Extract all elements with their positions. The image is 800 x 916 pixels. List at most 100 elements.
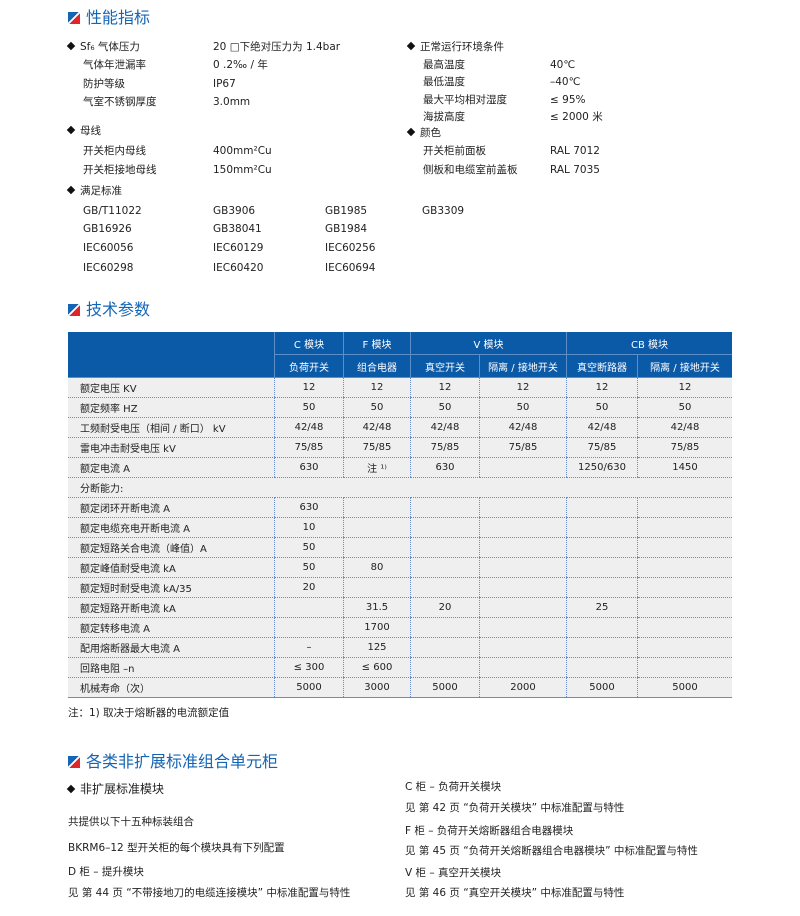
standard-code-text: GB3309 bbox=[422, 205, 465, 217]
spec-value-text: 40℃ bbox=[550, 59, 576, 71]
bullet-diamond-icon bbox=[66, 41, 76, 51]
spec-value-text: 20 □下绝对压力为 1.4bar bbox=[213, 41, 341, 53]
table-note: 注：1) 取决于熔断器的电流额定值 bbox=[68, 707, 230, 719]
table-cell: 75/85 bbox=[410, 437, 480, 458]
spec-label-text: 侧板和电缆室前盖板 bbox=[423, 164, 518, 176]
table-cell bbox=[637, 637, 732, 658]
standard-code-text: GB1985 bbox=[325, 205, 368, 217]
table-cell bbox=[410, 577, 480, 598]
table-row: 额定闭环开断电流 A 630 bbox=[68, 497, 732, 518]
table-row: 机械寿命（次） 5000 3000 5000 2000 5000 5000 bbox=[68, 677, 732, 698]
table-cell: 31.5 bbox=[343, 597, 411, 618]
bullet-diamond-icon bbox=[66, 784, 76, 794]
table-cell bbox=[566, 517, 638, 538]
table-cell: 50 bbox=[274, 557, 344, 578]
table-row: 回路电阻 –n ≤ 300 ≤ 600 bbox=[68, 657, 732, 678]
table-cell bbox=[566, 537, 638, 558]
spec-label-text: 气室不锈钢厚度 bbox=[83, 96, 157, 108]
spec-heading-text: 正常运行环境条件 bbox=[420, 41, 504, 53]
standard-code: IEC60694 bbox=[325, 261, 375, 275]
table-cell: 50 bbox=[479, 397, 567, 418]
units-line: 见 第 45 页 “负荷开关熔断器组合电器模块” 中标准配置与特性 bbox=[405, 844, 698, 858]
table-cell: 630 bbox=[274, 457, 344, 478]
table-cell bbox=[479, 537, 567, 558]
table-corner bbox=[68, 332, 275, 378]
spec-value: IP67 bbox=[213, 77, 236, 91]
units-line: D 柜 – 提升模块 bbox=[68, 865, 144, 879]
spec-heading: 颜色 bbox=[406, 126, 441, 140]
units-line-text: BKRM6–12 型开关柜的每个模块具有下列配置 bbox=[68, 842, 285, 854]
table-cell bbox=[343, 537, 411, 558]
table-row: 额定转移电流 A 1700 bbox=[68, 617, 732, 638]
standard-code-text: IEC60420 bbox=[213, 262, 264, 274]
table-cell: 42/48 bbox=[479, 417, 567, 438]
table-cell: 20 bbox=[274, 577, 344, 598]
table-cell: 75/85 bbox=[566, 437, 638, 458]
section-flag-icon bbox=[68, 12, 80, 24]
table-cell bbox=[637, 597, 732, 618]
spec-value: RAL 7012 bbox=[550, 144, 600, 158]
group-header: C 模块 bbox=[274, 332, 344, 355]
standard-code-text: IEC60298 bbox=[83, 262, 134, 274]
spec-label-text: 气体年泄漏率 bbox=[83, 59, 146, 71]
units-line-text: 见 第 44 页 “不带接地刀的电缆连接模块” 中标准配置与特性 bbox=[68, 887, 351, 899]
table-cell: ≤ 300 bbox=[274, 657, 344, 678]
table-cell: 42/48 bbox=[637, 417, 732, 438]
units-subhead: 非扩展标准模块 bbox=[66, 782, 164, 796]
table-cell bbox=[410, 517, 480, 538]
spec-label-text: 开关柜前面板 bbox=[423, 145, 486, 157]
table-row: 额定电缆充电开断电流 A 10 bbox=[68, 517, 732, 538]
table-cell bbox=[479, 617, 567, 638]
table-cell: 1700 bbox=[343, 617, 411, 638]
table-row: 额定电流 A 630 注 ¹⁾ 630 1250/630 1450 bbox=[68, 457, 732, 478]
section-title-units: 各类非扩展标准组合单元柜 bbox=[68, 752, 278, 772]
standard-code: GB1985 bbox=[325, 204, 367, 218]
table-cell bbox=[566, 617, 638, 638]
table-cell bbox=[479, 597, 567, 618]
section-title-text: 技术参数 bbox=[86, 300, 151, 319]
spec-value: ≤ 95% bbox=[550, 93, 585, 107]
spec-value: RAL 7035 bbox=[550, 163, 600, 177]
table-cell: 50 bbox=[566, 397, 638, 418]
table-cell bbox=[343, 577, 411, 598]
section-title-text: 各类非扩展标准组合单元柜 bbox=[86, 752, 279, 771]
table-cell: 125 bbox=[343, 637, 411, 658]
spec-heading-text: 母线 bbox=[80, 125, 101, 137]
table-cell: 42/48 bbox=[274, 417, 344, 438]
standard-code: GB1984 bbox=[325, 222, 367, 236]
spec-label-text: 开关柜接地母线 bbox=[83, 164, 157, 176]
standard-code-text: IEC60256 bbox=[325, 242, 376, 254]
units-line: 见 第 46 页 “真空开关模块” 中标准配置与特性 bbox=[405, 886, 624, 900]
table-cell: 12 bbox=[274, 377, 344, 398]
table-cell: 50 bbox=[343, 397, 411, 418]
spec-label-text: 海拔高度 bbox=[423, 111, 465, 123]
units-line: F 柜 – 负荷开关熔断器组合电器模块 bbox=[405, 824, 573, 838]
row-label: 额定电压 KV bbox=[68, 377, 275, 398]
row-label: 配用熔断器最大电流 A bbox=[68, 637, 275, 658]
standard-code-text: GB16926 bbox=[83, 223, 132, 235]
table-cell bbox=[637, 537, 732, 558]
table-cell: 12 bbox=[637, 377, 732, 398]
spec-value: ≤ 2000 米 bbox=[550, 110, 603, 124]
units-line-text: 见 第 45 页 “负荷开关熔断器组合电器模块” 中标准配置与特性 bbox=[405, 845, 698, 857]
sub-header: 隔离 / 接地开关 bbox=[479, 354, 567, 378]
table-cell: 12 bbox=[410, 377, 480, 398]
sub-header: 隔离 / 接地开关 bbox=[637, 354, 732, 378]
table-cell: 1450 bbox=[637, 457, 732, 478]
units-line: 共提供以下十五种标装组合 bbox=[68, 815, 194, 829]
units-line-text: 共提供以下十五种标装组合 bbox=[68, 816, 194, 828]
section-flag-icon bbox=[68, 756, 80, 768]
tech-params-table: C 模块 F 模块 V 模块 CB 模块 负荷开关 组合电器 真空开关 隔离 /… bbox=[68, 332, 732, 698]
table-cell bbox=[479, 557, 567, 578]
section-title-performance: 性能指标 bbox=[68, 8, 150, 28]
table-cell bbox=[343, 517, 411, 538]
table-cell bbox=[410, 537, 480, 558]
standard-code: IEC60056 bbox=[83, 241, 133, 255]
units-line: 见 第 44 页 “不带接地刀的电缆连接模块” 中标准配置与特性 bbox=[68, 886, 350, 900]
spec-label: 开关柜前面板 bbox=[423, 144, 486, 158]
units-line-text: 见 第 42 页 “负荷开关模块” 中标准配置与特性 bbox=[405, 802, 625, 814]
table-cell: 80 bbox=[343, 557, 411, 578]
units-line-text: V 柜 – 真空开关模块 bbox=[405, 867, 501, 879]
standard-code: IEC60420 bbox=[213, 261, 263, 275]
table-cell bbox=[343, 497, 411, 518]
